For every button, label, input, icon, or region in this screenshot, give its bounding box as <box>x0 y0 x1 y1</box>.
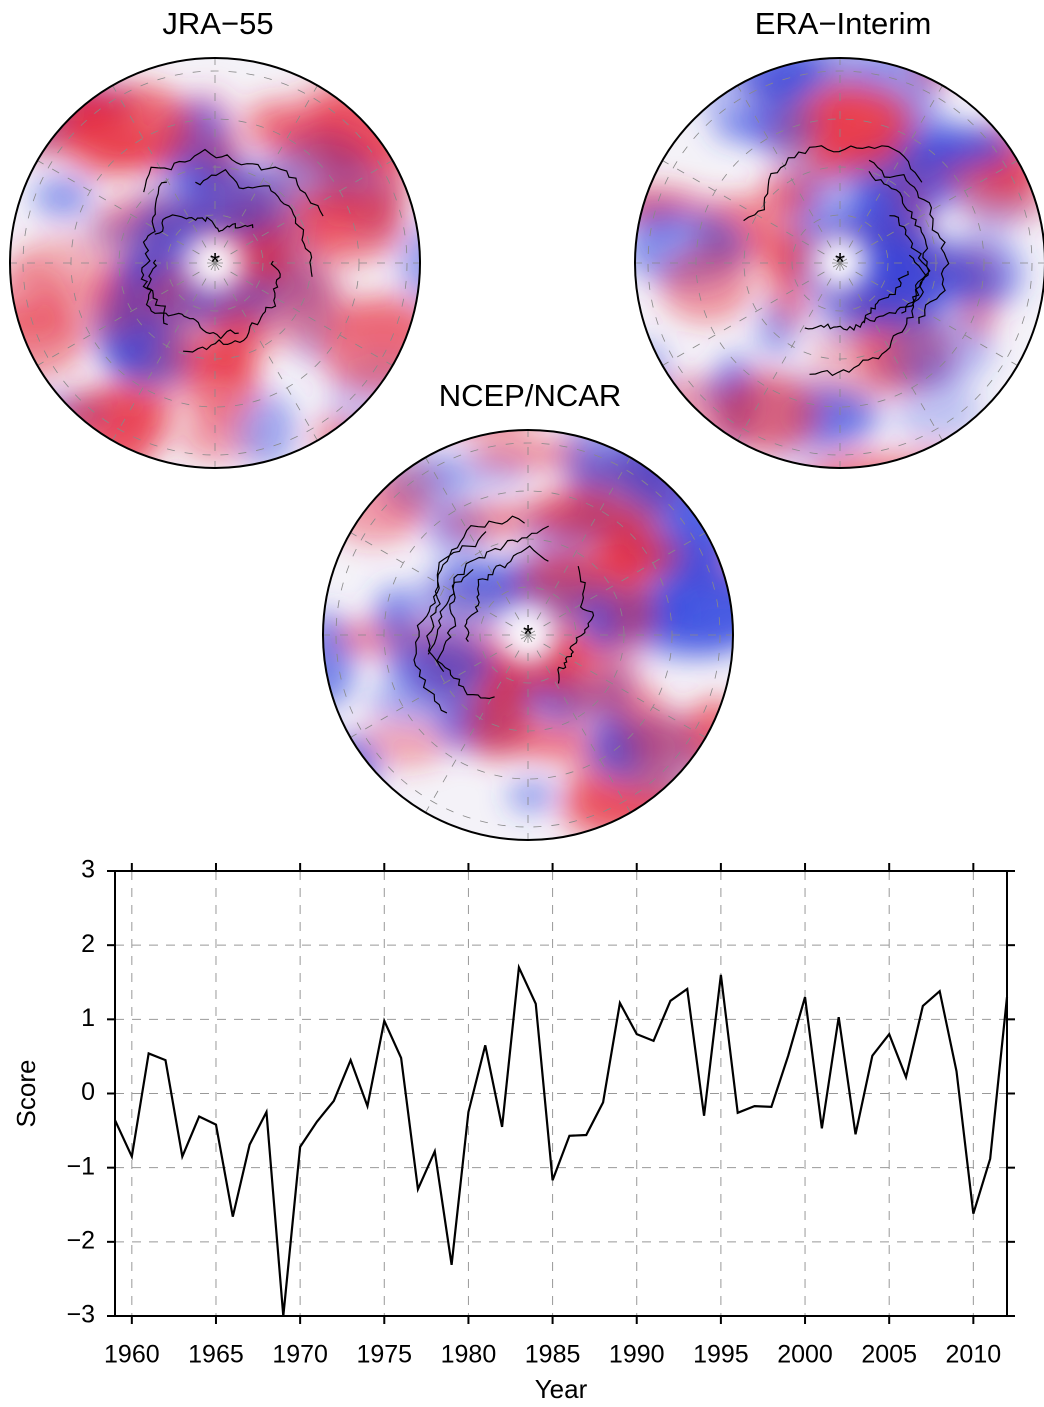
map-blob <box>32 174 93 220</box>
map-blob <box>734 58 823 100</box>
score-line <box>114 963 1009 1317</box>
coastline <box>140 148 324 353</box>
y-tick-label: 3 <box>81 856 95 884</box>
map-blob <box>611 430 682 501</box>
map: * <box>635 58 1044 468</box>
map-blob <box>374 586 418 645</box>
map-blob <box>523 548 646 580</box>
x-tick-label: 2000 <box>777 1341 833 1369</box>
graticule <box>335 442 721 828</box>
map-blob <box>660 248 754 323</box>
map-blob <box>183 164 289 240</box>
map-blob <box>793 209 843 243</box>
map-blob <box>118 253 163 291</box>
map-border <box>9 57 421 469</box>
map-blob <box>294 184 405 264</box>
map-border <box>322 429 734 841</box>
x-tick-label: 2010 <box>946 1341 1002 1369</box>
map-title: NCEP/NCAR <box>439 378 622 413</box>
y-tick-label: −1 <box>66 1152 95 1180</box>
y-tick-label: 1 <box>81 1004 95 1032</box>
x-tick-label: 1995 <box>693 1341 749 1369</box>
x-tick-label: 1970 <box>272 1341 328 1369</box>
map-blob <box>366 683 487 724</box>
map-title: JRA−55 <box>162 6 273 41</box>
map-blob <box>507 779 558 813</box>
x-tick-label: 1975 <box>356 1341 412 1369</box>
y-tick-label: −3 <box>66 1301 95 1329</box>
coastline <box>743 145 950 377</box>
x-tick-label: 1960 <box>104 1341 160 1369</box>
y-tick-label: 0 <box>81 1078 95 1106</box>
map-blob <box>814 92 903 171</box>
map-title: ERA−Interim <box>755 6 932 41</box>
graticule <box>22 70 408 456</box>
map-blob <box>608 714 705 797</box>
pole-mark: * <box>210 247 220 277</box>
map-field <box>635 58 1044 468</box>
map-blob <box>86 215 138 251</box>
map-blob <box>469 437 586 471</box>
map-blob <box>228 252 348 350</box>
pole-mark: * <box>835 247 845 277</box>
x-tick-label: 2005 <box>861 1341 917 1369</box>
coastline <box>413 515 595 714</box>
y-tick-label: 2 <box>81 930 95 958</box>
map-blob <box>607 578 657 646</box>
map: * <box>10 58 420 468</box>
graticule <box>791 214 889 312</box>
map-blob <box>809 322 913 405</box>
map-blob <box>755 302 798 360</box>
map-blob <box>512 725 603 761</box>
pole-mark: * <box>523 619 533 649</box>
map-blob <box>759 172 814 219</box>
map-blob <box>323 611 355 709</box>
map-border <box>634 57 1044 469</box>
y-axis-label: Score <box>11 1060 41 1128</box>
map-blob <box>279 77 402 168</box>
x-tick-label: 1980 <box>441 1341 497 1369</box>
map-blob <box>399 222 420 304</box>
graticule <box>166 214 264 312</box>
map-field <box>323 430 733 840</box>
map-blob <box>384 453 463 513</box>
map-blob <box>893 380 981 443</box>
map-blob <box>323 735 379 801</box>
map-blob <box>485 499 600 533</box>
map-blob <box>882 448 973 468</box>
map-blob <box>715 372 820 454</box>
map-blob <box>635 340 670 428</box>
plot-frame <box>114 870 1008 1317</box>
x-tick-label: 1985 <box>525 1341 581 1369</box>
y-tick-label: −2 <box>66 1226 95 1254</box>
graticule <box>647 70 1033 456</box>
graticule <box>479 586 577 684</box>
map-blob <box>931 133 1019 168</box>
map: * <box>323 430 733 840</box>
map-blob <box>958 185 1044 221</box>
x-axis-label: Year <box>535 1374 588 1404</box>
x-tick-label: 1965 <box>188 1341 244 1369</box>
map-blob <box>235 391 297 468</box>
x-tick-label: 1990 <box>609 1341 665 1369</box>
map-blob <box>912 58 958 88</box>
